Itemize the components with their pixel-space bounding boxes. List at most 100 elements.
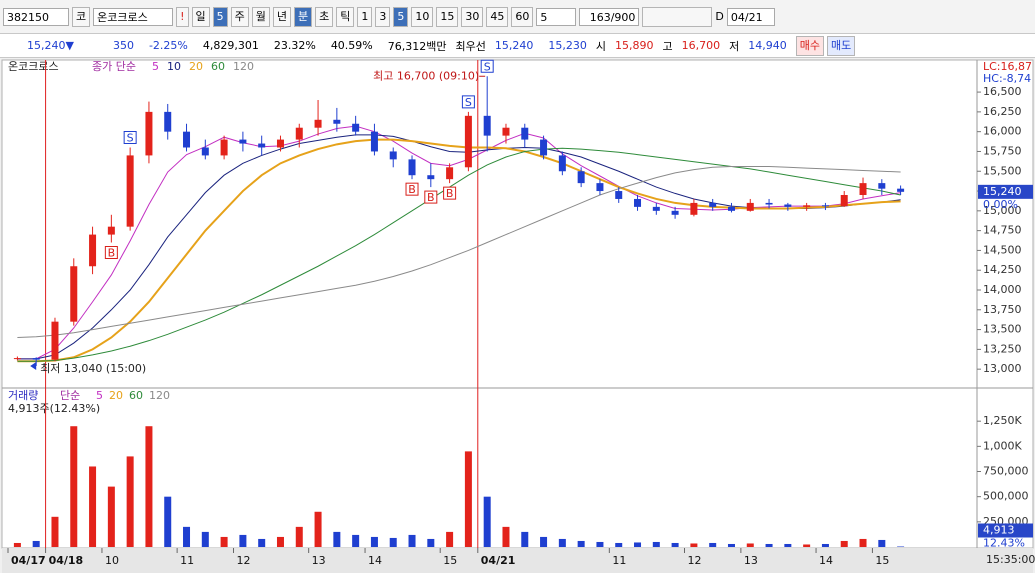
candle-body bbox=[164, 111, 172, 132]
volume-ma-entry: 20 bbox=[109, 389, 123, 402]
ma-legend-label: 종가 단순 bbox=[92, 60, 136, 73]
period-tick[interactable]: 틱 bbox=[336, 6, 355, 27]
candle-body bbox=[690, 202, 698, 215]
signal-label: S bbox=[484, 60, 491, 73]
volume-y-tick-label: 750,000 bbox=[983, 465, 1029, 478]
signal-label: S bbox=[127, 132, 134, 145]
low-annotation: 최저 13,040 (15:00) bbox=[40, 362, 146, 375]
candle-body bbox=[352, 123, 360, 132]
candle-body bbox=[32, 358, 40, 360]
minute-10[interactable]: 10 bbox=[411, 6, 434, 27]
minute-45[interactable]: 45 bbox=[486, 6, 509, 27]
count-field[interactable]: 163/900 bbox=[579, 7, 640, 26]
volume-bar bbox=[220, 536, 228, 547]
x-tick-label: 04/17 bbox=[11, 554, 46, 567]
volume-ma-entry: 60 bbox=[129, 389, 143, 402]
current-volume-rate: 12.43% bbox=[983, 537, 1025, 550]
volume-bar bbox=[126, 456, 134, 547]
buy-button[interactable]: 매수 bbox=[795, 35, 824, 56]
volume-bar bbox=[70, 426, 78, 547]
volume-bar bbox=[784, 543, 792, 547]
signal-box bbox=[480, 59, 494, 73]
signal-label: B bbox=[427, 191, 435, 204]
minute-1[interactable]: 1 bbox=[357, 6, 373, 27]
minute-3[interactable]: 3 bbox=[375, 6, 391, 27]
signal-label: B bbox=[446, 187, 454, 200]
market-badge[interactable]: 코 bbox=[72, 6, 91, 27]
tool-icons[interactable] bbox=[642, 6, 713, 27]
x-tick-label: 13 bbox=[744, 554, 758, 567]
candle-body bbox=[183, 131, 191, 148]
volume-ma-entry: 5 bbox=[96, 389, 103, 402]
minute-15[interactable]: 15 bbox=[436, 6, 459, 27]
volume-bar bbox=[878, 539, 886, 547]
period-day[interactable]: 일 bbox=[191, 6, 210, 27]
ma-legend-entry: 60 bbox=[211, 60, 225, 73]
candle-body bbox=[746, 202, 754, 211]
change-rate: -2.25% bbox=[148, 39, 188, 52]
open: 15,890 bbox=[615, 39, 654, 52]
volume-bar bbox=[107, 486, 115, 547]
minute-30[interactable]: 30 bbox=[461, 6, 484, 27]
date-field[interactable]: 04/21 bbox=[726, 7, 775, 26]
signal-box bbox=[123, 131, 137, 144]
volume-bar bbox=[577, 540, 585, 547]
period-minute[interactable]: 분 bbox=[294, 6, 313, 27]
signal-label: B bbox=[408, 183, 416, 196]
signal-box bbox=[443, 186, 457, 200]
lc-label: LC:16,87 bbox=[983, 60, 1032, 73]
ratio: 40.59% bbox=[330, 39, 373, 52]
period-second[interactable]: 초 bbox=[315, 6, 334, 27]
candle-body bbox=[483, 115, 491, 136]
minute-5[interactable]: 5 bbox=[393, 6, 409, 27]
high: 16,700 bbox=[681, 39, 721, 52]
x-tick-label: 11 bbox=[612, 554, 626, 567]
candle-body bbox=[521, 127, 529, 140]
candle-body bbox=[727, 206, 735, 211]
period-year[interactable]: 년 bbox=[272, 6, 292, 27]
minute-60[interactable]: 60 bbox=[511, 6, 534, 27]
volume-bar bbox=[239, 534, 247, 547]
candle-body bbox=[577, 171, 585, 184]
volume-bar bbox=[746, 543, 754, 547]
current-volume-box bbox=[978, 523, 1033, 538]
stock-code[interactable]: 382150 bbox=[3, 7, 69, 26]
candle-body bbox=[446, 167, 454, 180]
candle-body bbox=[389, 151, 397, 160]
period-month[interactable]: 월 bbox=[251, 6, 270, 27]
signal-label: B bbox=[108, 247, 116, 260]
minute-select[interactable]: 5 bbox=[536, 7, 577, 26]
y-tick-label: 14,500 bbox=[983, 243, 1022, 256]
period-count[interactable]: 5 bbox=[212, 6, 228, 27]
y-tick-label: 13,500 bbox=[983, 323, 1022, 336]
volume-bar bbox=[464, 451, 472, 547]
volume-bar bbox=[727, 543, 735, 547]
time-label: 15:35:00 bbox=[986, 553, 1035, 566]
x-tick-label: 12 bbox=[237, 554, 251, 567]
volume-bar bbox=[295, 526, 303, 547]
ma-legend-entry: 10 bbox=[167, 60, 181, 73]
ask: 15,240 bbox=[494, 39, 534, 52]
y-tick-label: 15,500 bbox=[983, 164, 1022, 177]
volume-bar bbox=[408, 534, 416, 547]
candle-body bbox=[878, 183, 886, 189]
low: 14,940 bbox=[748, 39, 787, 52]
volume-bar bbox=[89, 466, 97, 547]
volume-ma-entry: 120 bbox=[149, 389, 170, 402]
alert-button[interactable]: ! bbox=[176, 6, 189, 27]
volume-bar bbox=[183, 526, 191, 547]
date-check[interactable]: D bbox=[715, 10, 724, 23]
candle-body bbox=[258, 143, 266, 148]
candle-body bbox=[201, 147, 209, 156]
candle-body bbox=[859, 183, 867, 195]
signal-box bbox=[461, 95, 475, 109]
candle-body bbox=[220, 139, 228, 156]
stock-name[interactable]: 온코크로스 bbox=[93, 7, 174, 26]
candle-body bbox=[615, 191, 623, 199]
x-tick-label: 04/18 bbox=[49, 554, 84, 567]
candle-body bbox=[540, 139, 548, 156]
period-week[interactable]: 주 bbox=[230, 6, 249, 27]
y-tick-label: 13,750 bbox=[983, 303, 1022, 316]
sell-button[interactable]: 매도 bbox=[827, 35, 856, 56]
signal-label: S bbox=[465, 96, 472, 109]
